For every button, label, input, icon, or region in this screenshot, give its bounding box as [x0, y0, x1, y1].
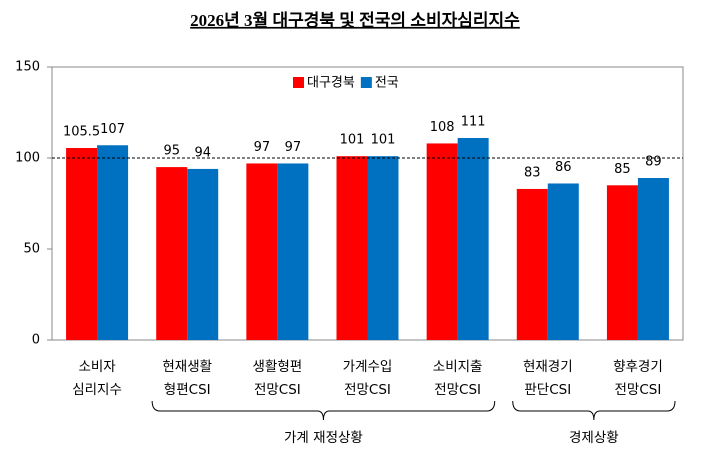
x-tick-label: 소비지출 — [433, 359, 483, 375]
value-label: 101 — [340, 133, 365, 148]
legend-swatch — [293, 77, 304, 88]
y-tick-label: 100 — [15, 151, 40, 166]
x-tick-label: 현재생활 — [162, 359, 212, 375]
bar — [66, 147, 98, 340]
group-label: 가계 재정상황 — [284, 430, 363, 446]
value-label: 89 — [645, 155, 662, 170]
x-tick-label: 가계수입 — [343, 359, 393, 375]
x-tick-label: 형편CSI — [164, 382, 211, 398]
x-tick-label: 전망CSI — [344, 382, 391, 398]
x-tick-label: 생활형편 — [253, 359, 303, 375]
x-tick-label: 판단CSI — [524, 382, 571, 398]
y-tick-label: 50 — [23, 242, 40, 257]
value-label: 94 — [194, 145, 211, 160]
bar — [637, 178, 669, 340]
x-tick-label: 현재경기 — [523, 359, 573, 375]
x-tick-label: 소비자 — [78, 359, 116, 375]
group-bracket — [512, 400, 676, 421]
bar — [156, 167, 188, 340]
bar — [246, 163, 278, 340]
group-bracket — [151, 400, 496, 421]
legend-label: 전국 — [375, 76, 399, 91]
x-tick-label: 전망CSI — [615, 382, 662, 398]
value-label: 97 — [285, 140, 302, 155]
value-label: 111 — [461, 114, 486, 129]
bar — [547, 183, 579, 340]
value-label: 107 — [100, 122, 125, 137]
value-label: 97 — [254, 140, 271, 155]
x-tick-label: 전망CSI — [434, 382, 481, 398]
value-label: 101 — [371, 133, 396, 148]
legend-label: 대구경북 — [307, 76, 355, 91]
x-tick-label: 전망CSI — [254, 382, 301, 398]
chart-title: 2026년 3월 대구경북 및 전국의 소비자심리지수 — [190, 11, 520, 30]
value-label: 86 — [555, 160, 572, 175]
bar — [336, 156, 368, 340]
y-tick-label: 150 — [15, 60, 40, 75]
bar — [516, 188, 548, 340]
legend-swatch — [360, 77, 372, 88]
group-label: 경제상황 — [569, 430, 619, 446]
bar — [367, 156, 399, 340]
bar — [187, 168, 219, 340]
x-tick-label: 심리지수 — [72, 382, 122, 398]
bar — [457, 137, 489, 340]
value-label: 105.5 — [63, 124, 100, 139]
x-tick-label: 향후경기 — [613, 359, 663, 375]
bar — [277, 163, 309, 340]
value-label: 83 — [524, 165, 541, 180]
bar — [606, 185, 638, 340]
value-label: 108 — [430, 120, 455, 135]
bar — [426, 143, 458, 340]
value-label: 85 — [614, 162, 631, 177]
y-tick-label: 0 — [32, 333, 40, 348]
bar — [97, 145, 129, 340]
value-label: 95 — [163, 144, 180, 159]
